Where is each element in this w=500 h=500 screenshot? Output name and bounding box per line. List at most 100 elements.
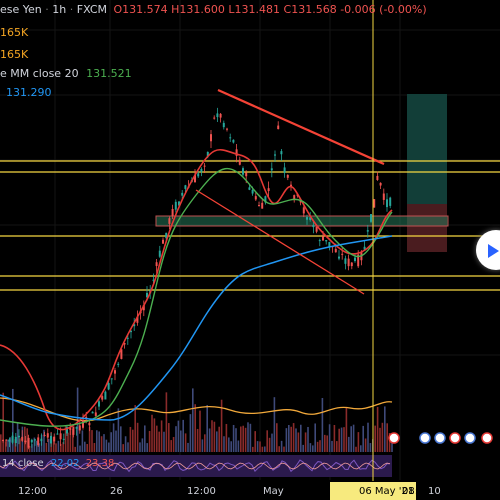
volume-bar bbox=[242, 425, 244, 452]
candle-body bbox=[62, 438, 65, 440]
candle-body bbox=[318, 240, 321, 242]
volume-bar bbox=[379, 427, 381, 452]
volume-bar bbox=[148, 430, 151, 452]
candle-body bbox=[229, 137, 232, 139]
candle-body bbox=[168, 218, 171, 224]
volume-bar bbox=[81, 430, 84, 452]
volume-bar bbox=[45, 442, 48, 452]
volume-bar bbox=[165, 392, 168, 452]
candle-body bbox=[386, 199, 388, 208]
candle-body bbox=[238, 159, 241, 165]
event-marker bbox=[388, 432, 400, 444]
candle-body bbox=[216, 113, 219, 118]
candle-body bbox=[363, 246, 366, 250]
ohlc-close: C131.568 bbox=[283, 3, 337, 16]
volume-bar bbox=[182, 419, 184, 452]
moving-averages bbox=[0, 148, 393, 431]
volume-bar bbox=[189, 414, 192, 452]
candle-body bbox=[254, 196, 257, 200]
candle-body bbox=[280, 151, 283, 155]
volume-value-1: 165K bbox=[0, 26, 29, 39]
volume-bar bbox=[204, 434, 206, 452]
volume-bar bbox=[158, 431, 160, 452]
candle-body bbox=[101, 396, 104, 400]
rsi-value-2: 23.38 bbox=[85, 458, 115, 469]
volume-bar bbox=[360, 445, 362, 452]
volume-bar bbox=[120, 426, 122, 452]
volume-bar bbox=[69, 428, 72, 452]
volume-value-2: 165K bbox=[0, 48, 29, 61]
candle-body bbox=[373, 199, 376, 208]
candle-body bbox=[389, 197, 392, 206]
candle-body bbox=[43, 434, 46, 436]
candle-body bbox=[267, 188, 270, 192]
candle-body bbox=[14, 436, 17, 444]
candle-body bbox=[37, 437, 40, 446]
volume-bar bbox=[232, 424, 235, 452]
volume-bar bbox=[7, 439, 9, 452]
rsi-pane bbox=[0, 455, 392, 477]
support-zone bbox=[155, 215, 449, 227]
candle-body bbox=[142, 304, 145, 311]
candle-body bbox=[88, 422, 91, 426]
volume-bar bbox=[230, 441, 232, 452]
candle-body bbox=[283, 167, 286, 173]
candle-body bbox=[341, 253, 344, 255]
volume-bar bbox=[288, 424, 290, 452]
volume-bar bbox=[237, 440, 240, 452]
volume-bar bbox=[115, 430, 117, 452]
volume-bar bbox=[74, 446, 76, 452]
volume-bar bbox=[316, 441, 319, 452]
volume-bar bbox=[206, 405, 208, 452]
volume-bar bbox=[355, 446, 357, 452]
volume-bar bbox=[199, 410, 201, 452]
candle-body bbox=[107, 383, 110, 390]
volume-bar bbox=[172, 436, 175, 452]
x-tick-label: 06 May '21 bbox=[359, 486, 414, 497]
candle-body bbox=[293, 195, 296, 201]
volume-bar bbox=[62, 442, 64, 452]
volume-bar bbox=[136, 422, 139, 452]
volume-bar bbox=[33, 437, 36, 452]
x-tick-label: 12:00 bbox=[187, 486, 216, 497]
volume-bar bbox=[374, 425, 376, 452]
volume-bar bbox=[220, 399, 223, 452]
candle-body bbox=[245, 172, 248, 177]
volume-bar bbox=[160, 420, 163, 452]
candle-body bbox=[197, 173, 200, 177]
volume-bar bbox=[208, 428, 211, 452]
volume-bar bbox=[336, 441, 338, 452]
candle-body bbox=[376, 175, 379, 180]
candle-body bbox=[274, 154, 276, 156]
candle-body bbox=[2, 440, 4, 442]
candle-body bbox=[309, 217, 312, 220]
candle-body bbox=[232, 139, 235, 143]
volume-bar bbox=[290, 426, 292, 452]
candle-body bbox=[366, 230, 369, 232]
volume-bar bbox=[124, 436, 127, 452]
candle-body bbox=[328, 242, 331, 247]
volume-bar bbox=[168, 423, 170, 452]
volume-bar bbox=[129, 426, 132, 452]
volume-bar bbox=[14, 439, 16, 452]
candle-body bbox=[226, 128, 228, 130]
volume-bar bbox=[223, 436, 225, 452]
volume-bar bbox=[367, 422, 369, 452]
candle-body bbox=[46, 433, 49, 438]
volume-bar bbox=[177, 420, 180, 452]
candle-body bbox=[194, 175, 196, 183]
volume-bar bbox=[122, 444, 124, 452]
candle-body bbox=[82, 419, 84, 428]
volume-bar bbox=[91, 430, 93, 452]
volume-bar bbox=[108, 442, 110, 452]
volume-bar bbox=[170, 440, 172, 452]
volume-bar bbox=[249, 423, 252, 452]
volume-bar bbox=[31, 444, 33, 452]
volume-bar bbox=[297, 432, 300, 452]
x-tick-label: 12:00 bbox=[18, 486, 47, 497]
volume-bar bbox=[314, 423, 316, 452]
volume-bar bbox=[326, 435, 328, 452]
volume-bar bbox=[300, 424, 302, 452]
volume-bar bbox=[156, 425, 158, 452]
